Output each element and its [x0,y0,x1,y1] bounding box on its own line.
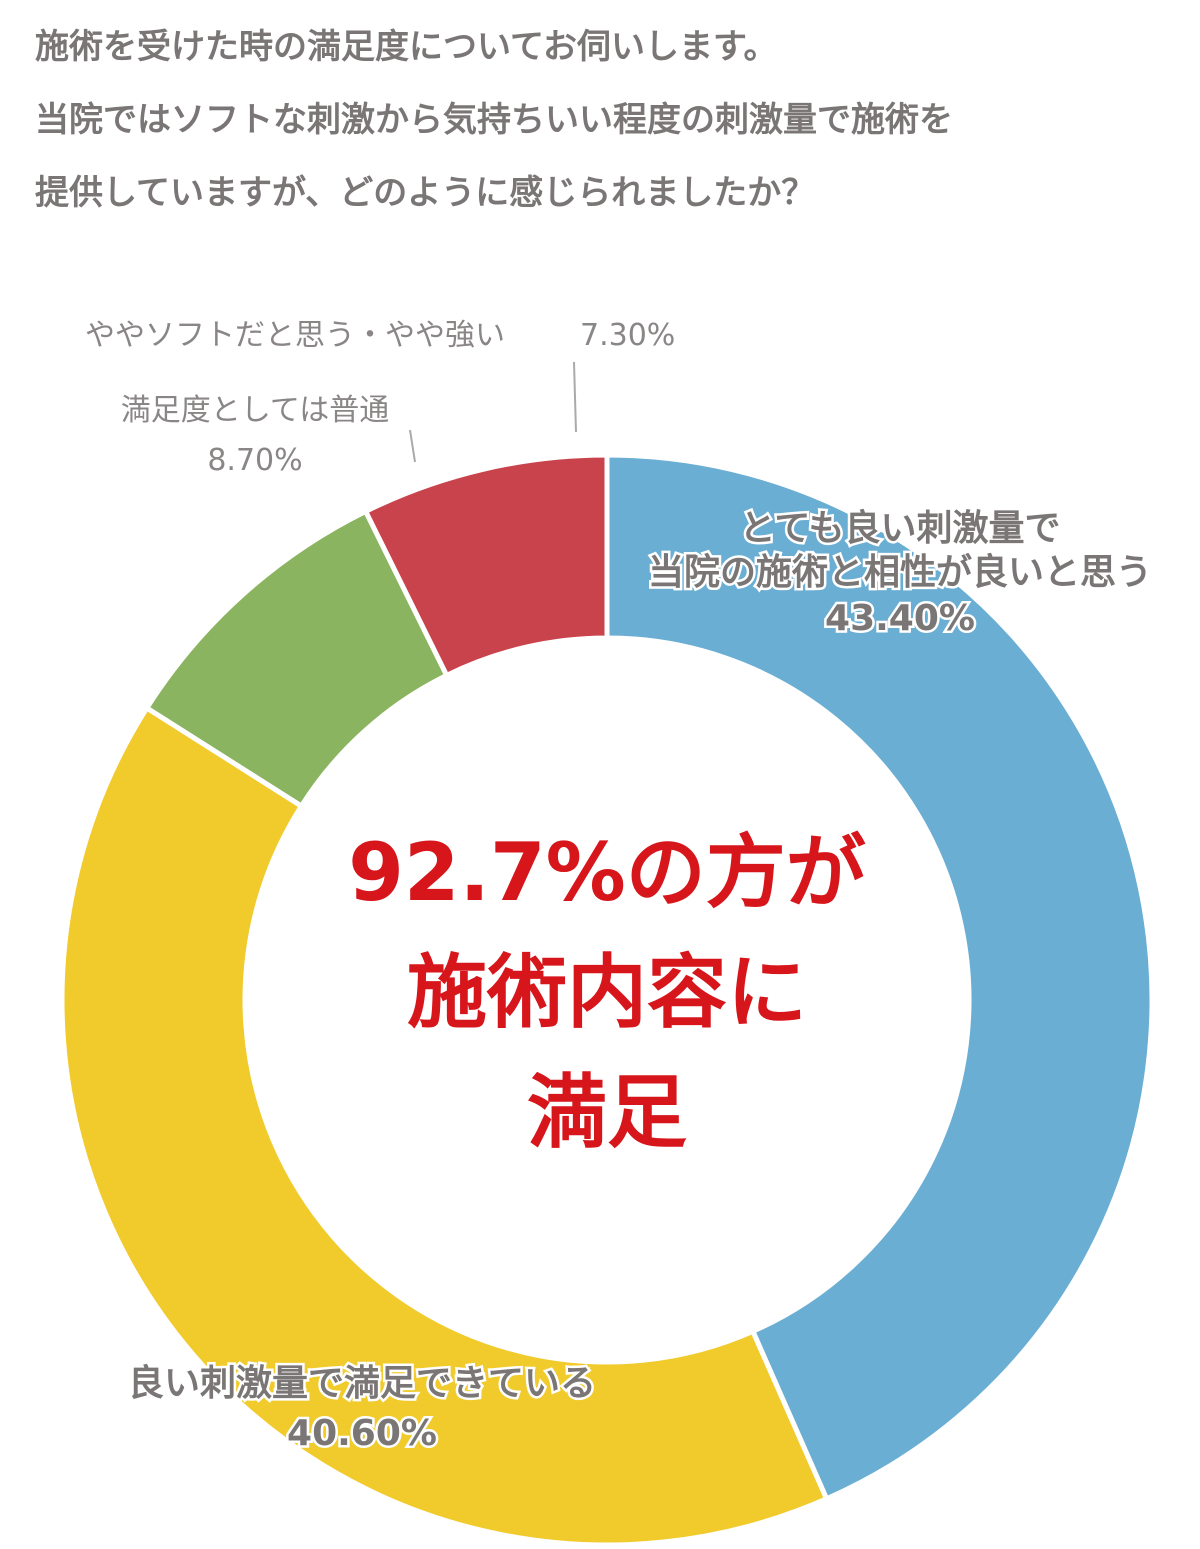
leader-line [573,361,577,433]
slice-label: ややソフトだと思う・やや強い [85,318,505,353]
leader-line [409,429,416,463]
slice [604,452,1155,1503]
value-label: 43.40% [825,598,975,639]
center-annotation: 92.7%の方が施術内容に満足 [348,826,866,1159]
donut [59,452,1155,1548]
chart-title: 施術を受けた時の満足度についてお伺いします。当院ではソフトな刺激から気持ちいい程… [35,27,953,213]
slice-label: 満足度としては普通 [121,393,390,428]
value-label: 40.60% [287,1413,437,1454]
value-label: 8.70% [207,443,302,478]
slice-label: 良い刺激量で満足できている [128,1363,596,1404]
slice [362,452,610,679]
slice-label: とても良い刺激量で当院の施術と相性が良いと思う [648,508,1152,593]
value-label: 7.30% [580,318,675,353]
slice [59,704,830,1548]
